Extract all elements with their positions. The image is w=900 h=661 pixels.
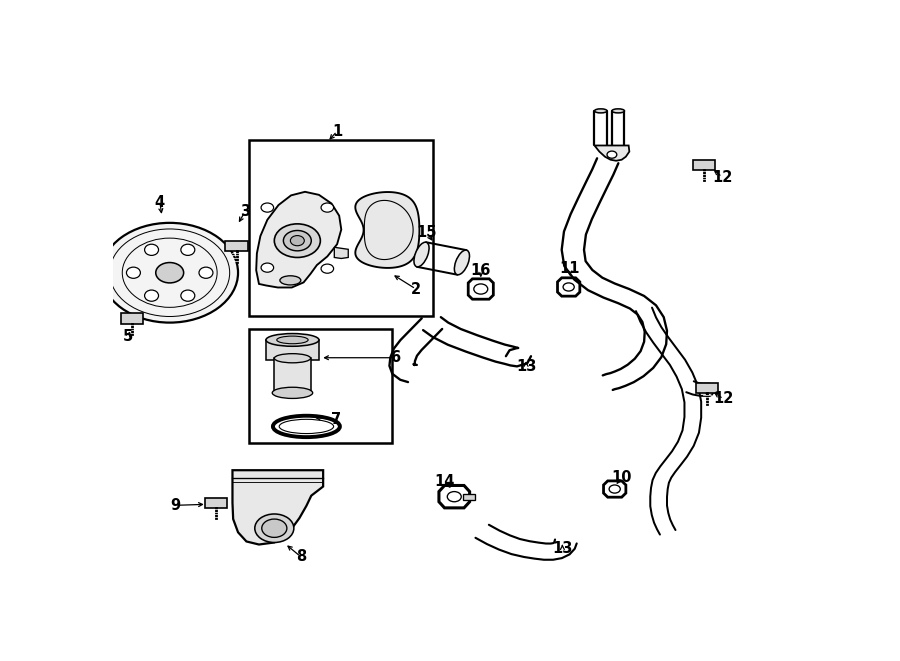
- Text: 4: 4: [155, 195, 165, 210]
- Bar: [248, 140, 434, 316]
- Polygon shape: [256, 192, 341, 288]
- Text: 12: 12: [712, 169, 733, 184]
- Circle shape: [607, 151, 616, 158]
- Text: 11: 11: [560, 261, 580, 276]
- Ellipse shape: [274, 354, 310, 363]
- Bar: [226, 241, 248, 251]
- Polygon shape: [356, 192, 419, 268]
- Text: 10: 10: [611, 470, 632, 485]
- Bar: [696, 383, 718, 393]
- Ellipse shape: [414, 242, 429, 267]
- Text: 12: 12: [714, 391, 734, 407]
- Ellipse shape: [266, 334, 319, 346]
- Ellipse shape: [595, 109, 607, 113]
- Ellipse shape: [454, 250, 470, 275]
- Text: 1: 1: [332, 124, 342, 139]
- Text: 16: 16: [471, 262, 491, 278]
- Ellipse shape: [145, 290, 158, 301]
- Ellipse shape: [706, 383, 714, 396]
- Ellipse shape: [199, 267, 213, 278]
- Text: 5: 5: [122, 329, 133, 344]
- Polygon shape: [334, 247, 348, 258]
- Bar: [248, 329, 392, 444]
- Text: 8: 8: [296, 549, 306, 564]
- Bar: [204, 498, 227, 508]
- Polygon shape: [595, 145, 629, 161]
- Ellipse shape: [612, 109, 625, 113]
- Circle shape: [321, 264, 334, 273]
- Text: 3: 3: [240, 204, 250, 219]
- Bar: [121, 313, 143, 324]
- Bar: [463, 494, 475, 500]
- Text: 13: 13: [553, 541, 572, 556]
- Text: 13: 13: [516, 360, 536, 374]
- Circle shape: [291, 235, 304, 246]
- Circle shape: [284, 231, 311, 251]
- Text: 2: 2: [410, 282, 421, 297]
- Ellipse shape: [280, 276, 301, 285]
- Text: 7: 7: [330, 412, 341, 427]
- Circle shape: [255, 514, 293, 543]
- Bar: [274, 358, 310, 393]
- Text: 9: 9: [170, 498, 180, 513]
- Text: 6: 6: [390, 350, 400, 366]
- Ellipse shape: [126, 267, 140, 278]
- Circle shape: [102, 223, 238, 323]
- Ellipse shape: [277, 336, 308, 344]
- Circle shape: [261, 203, 274, 212]
- Circle shape: [274, 224, 320, 258]
- Ellipse shape: [181, 244, 194, 255]
- Circle shape: [321, 203, 334, 212]
- Circle shape: [262, 519, 287, 537]
- Ellipse shape: [272, 387, 312, 399]
- Bar: [693, 160, 716, 170]
- Bar: [266, 340, 319, 360]
- Text: 14: 14: [435, 474, 454, 489]
- Ellipse shape: [181, 290, 194, 301]
- Ellipse shape: [145, 244, 158, 255]
- Circle shape: [156, 262, 184, 283]
- Circle shape: [261, 263, 274, 272]
- Polygon shape: [232, 470, 323, 545]
- Text: 15: 15: [416, 225, 436, 239]
